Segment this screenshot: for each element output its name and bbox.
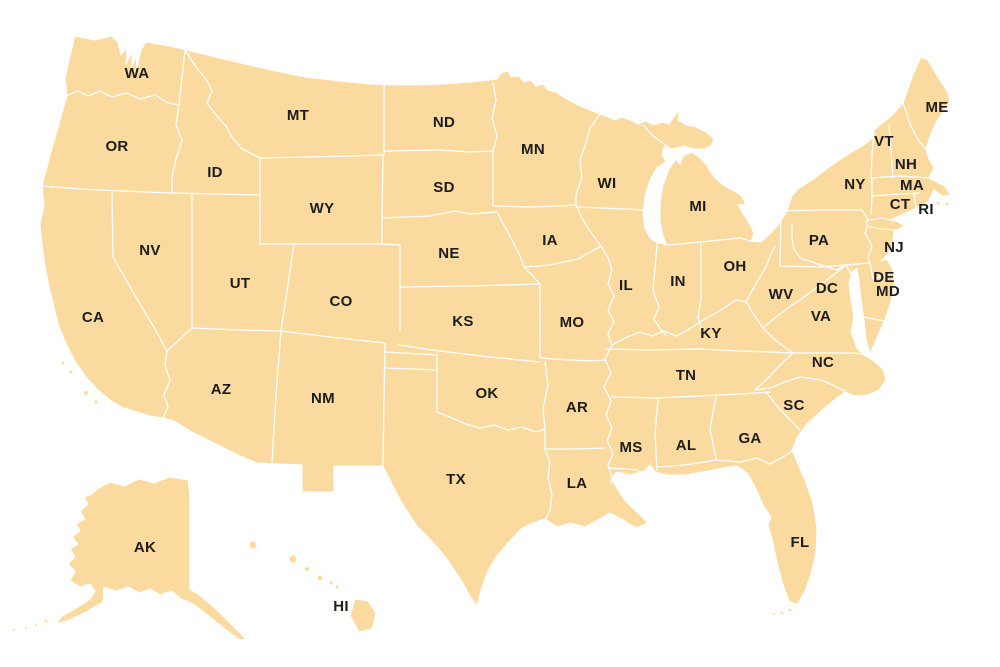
state-label-ct: CT	[890, 196, 911, 213]
state-label-oh: OH	[723, 258, 746, 275]
channel-islands	[60, 360, 99, 405]
state-labels: WA OR CA NV ID MT WY UT CO AZ NM ND SD NE KS OK TX MN IA MO…	[82, 65, 948, 615]
state-label-ma: MA	[900, 177, 924, 194]
state-label-tx: TX	[446, 471, 466, 488]
nantucket-islands	[935, 200, 950, 207]
long-island	[865, 217, 906, 231]
state-label-ut: UT	[230, 275, 251, 292]
state-label-ms: MS	[619, 439, 642, 456]
state-label-fl: FL	[791, 534, 810, 551]
hawaii-islands	[248, 540, 377, 633]
lower-48-landmass	[39, 35, 951, 607]
state-label-ok: OK	[475, 385, 498, 402]
state-label-mi: MI	[689, 198, 706, 215]
state-label-pa: PA	[809, 232, 829, 249]
state-label-md: MD	[876, 283, 900, 300]
state-label-nm: NM	[311, 390, 335, 407]
state-label-ar: AR	[566, 399, 588, 416]
state-label-ga: GA	[738, 430, 761, 447]
state-label-sc: SC	[783, 397, 804, 414]
state-label-hi: HI	[333, 598, 349, 615]
aleutian-islands	[11, 618, 49, 633]
state-label-wa: WA	[125, 65, 150, 82]
state-label-wy: WY	[310, 200, 335, 217]
state-label-wv: WV	[769, 286, 794, 303]
state-label-va: VA	[811, 308, 831, 325]
state-label-nc: NC	[812, 354, 834, 371]
state-label-la: LA	[567, 475, 588, 492]
state-label-or: OR	[105, 138, 128, 155]
state-label-ak: AK	[134, 539, 156, 556]
state-label-sd: SD	[433, 179, 454, 196]
state-label-nh: NH	[895, 156, 917, 173]
state-label-mt: MT	[287, 107, 309, 124]
state-label-nd: ND	[433, 114, 455, 131]
state-label-in: IN	[670, 273, 686, 290]
state-label-dc: DC	[816, 280, 838, 297]
state-label-de: DE	[873, 269, 894, 286]
state-borders-west	[41, 49, 669, 520]
state-label-ia: IA	[542, 232, 558, 249]
state-label-mo: MO	[560, 314, 585, 331]
state-label-il: IL	[619, 277, 633, 294]
state-label-ri: RI	[918, 201, 934, 218]
alaska-landmass	[55, 476, 247, 641]
state-label-ny: NY	[844, 176, 865, 193]
state-label-id: ID	[207, 164, 223, 181]
state-label-ca: CA	[82, 309, 104, 326]
state-label-tn: TN	[676, 367, 697, 384]
state-label-nj: NJ	[884, 239, 904, 256]
state-label-az: AZ	[211, 381, 232, 398]
state-label-mn: MN	[521, 141, 545, 158]
state-label-wi: WI	[598, 175, 617, 192]
state-label-nv: NV	[139, 242, 160, 259]
state-label-ky: KY	[700, 325, 721, 342]
state-label-me: ME	[925, 99, 948, 116]
florida-keys	[771, 607, 793, 617]
state-label-vt: VT	[874, 133, 894, 150]
state-label-al: AL	[676, 437, 697, 454]
state-label-co: CO	[329, 293, 352, 310]
state-label-ne: NE	[438, 245, 459, 262]
state-label-ks: KS	[452, 313, 473, 330]
